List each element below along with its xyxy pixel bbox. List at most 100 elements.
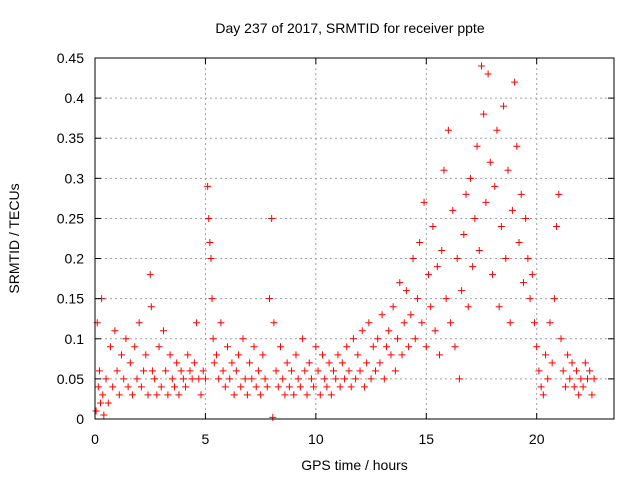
data-point xyxy=(179,375,187,383)
data-point xyxy=(383,343,391,351)
data-point xyxy=(261,375,269,383)
data-point xyxy=(493,126,501,134)
data-point xyxy=(97,399,105,407)
data-point xyxy=(436,351,444,359)
data-point xyxy=(583,375,591,383)
data-point xyxy=(186,367,194,375)
data-point xyxy=(153,391,161,399)
data-point xyxy=(115,391,123,399)
data-point xyxy=(422,343,430,351)
data-point xyxy=(235,351,243,359)
data-point xyxy=(292,351,300,359)
data-point xyxy=(219,367,227,375)
data-point xyxy=(433,263,441,271)
data-point xyxy=(92,407,100,415)
data-point xyxy=(100,411,108,419)
data-point xyxy=(497,222,505,230)
data-point xyxy=(164,391,172,399)
data-point xyxy=(522,214,530,222)
data-point xyxy=(447,319,455,327)
data-point xyxy=(268,214,276,222)
data-point xyxy=(177,367,185,375)
data-point xyxy=(327,391,335,399)
data-point xyxy=(277,343,285,351)
data-point xyxy=(106,343,114,351)
y-tick-label: 0.25 xyxy=(57,210,84,226)
data-points xyxy=(92,62,598,421)
data-point xyxy=(188,375,196,383)
data-point xyxy=(122,335,130,343)
data-point xyxy=(102,375,110,383)
data-point xyxy=(455,375,463,383)
data-point xyxy=(449,206,457,214)
data-point xyxy=(398,351,406,359)
data-point xyxy=(469,263,477,271)
data-point xyxy=(577,375,585,383)
data-point xyxy=(190,359,198,367)
data-point xyxy=(480,110,488,118)
data-point xyxy=(466,174,474,182)
data-point xyxy=(129,391,137,399)
data-point xyxy=(259,351,267,359)
data-point xyxy=(126,359,134,367)
y-tick-label: 0.4 xyxy=(65,90,85,106)
data-point xyxy=(500,102,508,110)
data-point xyxy=(212,351,220,359)
data-point xyxy=(307,375,315,383)
data-point xyxy=(484,70,492,78)
data-point xyxy=(453,255,461,263)
data-point xyxy=(338,359,346,367)
data-point xyxy=(254,367,262,375)
data-point xyxy=(356,367,364,375)
data-point xyxy=(535,367,543,375)
data-point xyxy=(151,375,159,383)
data-point xyxy=(385,327,393,335)
data-point xyxy=(349,335,357,343)
data-point xyxy=(502,255,510,263)
data-point xyxy=(209,335,217,343)
y-tick-label: 0.05 xyxy=(57,371,84,387)
data-point xyxy=(109,383,117,391)
data-point xyxy=(148,367,156,375)
data-point xyxy=(224,343,232,351)
data-point xyxy=(559,367,567,375)
data-point xyxy=(566,375,574,383)
data-point xyxy=(299,335,307,343)
data-point xyxy=(586,367,594,375)
data-point xyxy=(489,271,497,279)
data-point xyxy=(263,383,271,391)
data-point xyxy=(473,142,481,150)
data-point xyxy=(294,375,302,383)
data-point xyxy=(407,311,415,319)
data-point xyxy=(517,190,525,198)
data-point xyxy=(462,190,470,198)
data-point xyxy=(237,383,245,391)
data-point xyxy=(396,279,404,287)
data-point xyxy=(120,375,128,383)
data-point xyxy=(519,279,527,287)
data-point xyxy=(144,391,152,399)
data-point xyxy=(590,375,598,383)
data-point xyxy=(157,383,165,391)
data-point xyxy=(409,255,417,263)
data-point xyxy=(221,383,229,391)
data-point xyxy=(581,359,589,367)
data-point xyxy=(508,206,516,214)
data-point xyxy=(557,335,565,343)
data-point xyxy=(296,383,304,391)
data-point xyxy=(175,391,183,399)
data-point xyxy=(140,367,148,375)
data-point xyxy=(210,359,218,367)
data-point xyxy=(444,126,452,134)
data-point xyxy=(537,383,545,391)
data-point xyxy=(530,319,538,327)
data-point xyxy=(371,367,379,375)
data-point xyxy=(336,383,344,391)
data-point xyxy=(575,391,583,399)
data-point xyxy=(548,359,556,367)
data-point xyxy=(195,375,203,383)
data-point xyxy=(252,383,260,391)
data-point xyxy=(99,391,107,399)
